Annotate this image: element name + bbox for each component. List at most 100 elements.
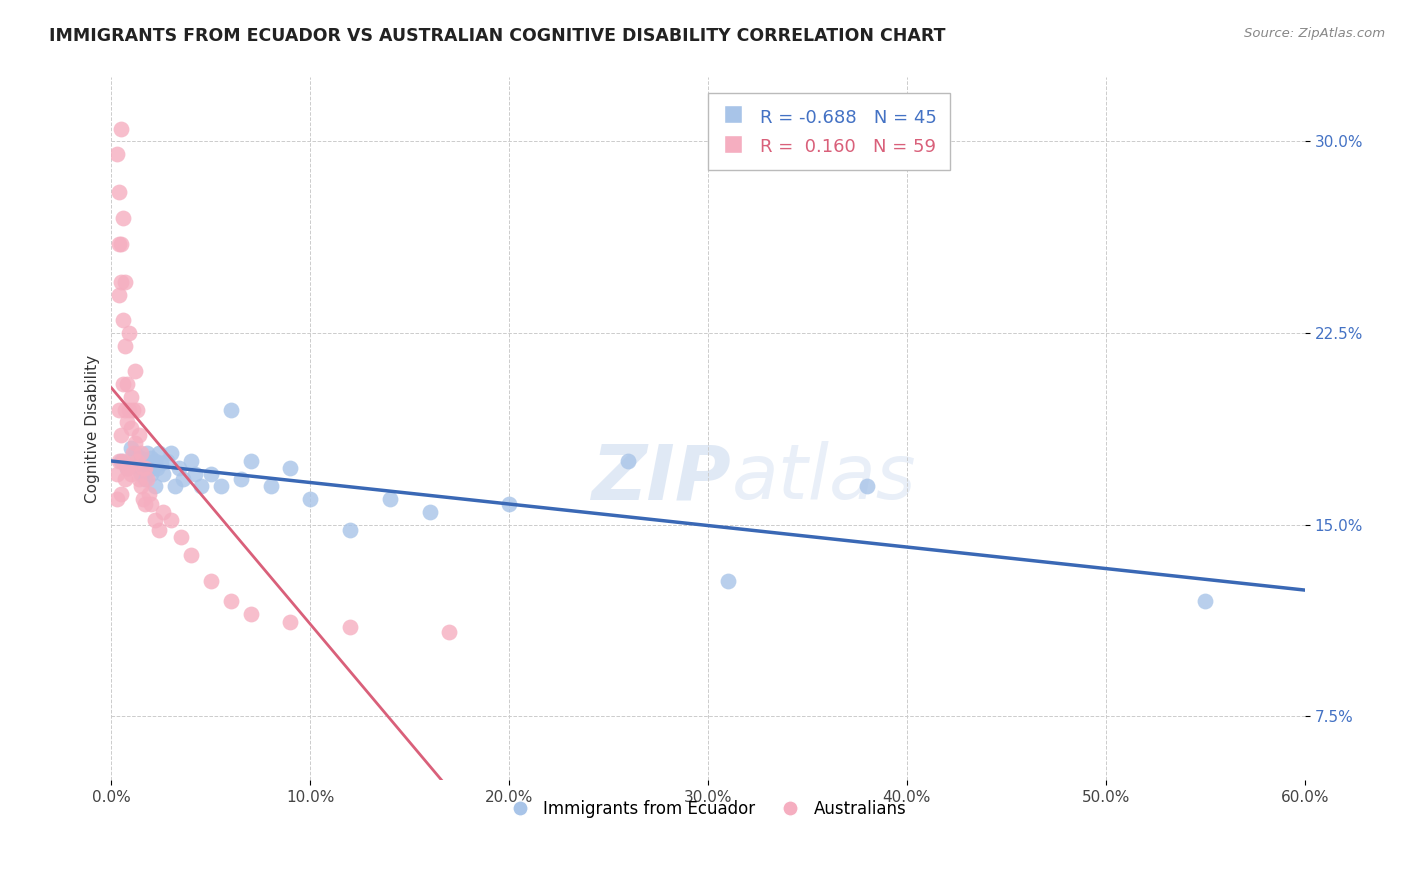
Point xyxy=(160,513,183,527)
Point xyxy=(136,461,159,475)
Point xyxy=(439,625,461,640)
Point xyxy=(143,479,166,493)
Legend: Immigrants from Ecuador, Australians: Immigrants from Ecuador, Australians xyxy=(503,793,912,825)
Point xyxy=(190,479,212,493)
Text: ZIP: ZIP xyxy=(592,441,733,515)
Point xyxy=(134,472,156,486)
Point xyxy=(114,472,136,486)
Point xyxy=(110,454,132,468)
Point xyxy=(229,472,252,486)
Point xyxy=(118,326,141,340)
Point xyxy=(219,594,242,608)
Point xyxy=(117,377,139,392)
Point xyxy=(112,211,135,225)
Point xyxy=(129,479,152,493)
Point xyxy=(117,461,139,475)
Point xyxy=(141,467,163,481)
Point xyxy=(143,454,166,468)
Point xyxy=(112,377,135,392)
Point xyxy=(117,416,139,430)
Point xyxy=(120,467,142,481)
Point xyxy=(132,492,155,507)
Point xyxy=(184,467,207,481)
Point xyxy=(339,620,361,634)
Point xyxy=(167,461,190,475)
Point xyxy=(378,492,401,507)
Point xyxy=(150,456,173,470)
Point xyxy=(239,454,262,468)
Point xyxy=(127,458,149,473)
Point xyxy=(617,454,640,468)
Point xyxy=(160,446,183,460)
Point xyxy=(143,513,166,527)
Point xyxy=(419,505,441,519)
Point xyxy=(141,497,163,511)
Point xyxy=(124,364,146,378)
Point xyxy=(120,390,142,404)
Point xyxy=(136,446,159,460)
Point xyxy=(148,446,170,460)
Point xyxy=(132,454,155,468)
Point xyxy=(146,461,169,475)
Point xyxy=(132,461,155,475)
Point xyxy=(180,549,202,563)
Point xyxy=(170,531,193,545)
Point xyxy=(118,402,141,417)
Point xyxy=(110,121,132,136)
Point xyxy=(134,497,156,511)
Point xyxy=(856,479,879,493)
Point xyxy=(200,574,222,588)
Point xyxy=(108,454,131,468)
Point xyxy=(339,523,361,537)
Point xyxy=(124,436,146,450)
Point xyxy=(114,275,136,289)
Point xyxy=(200,467,222,481)
Point xyxy=(172,472,194,486)
Point xyxy=(156,454,179,468)
Text: atlas: atlas xyxy=(733,441,917,515)
Point xyxy=(219,402,242,417)
Point xyxy=(118,461,141,475)
Point xyxy=(128,428,150,442)
Point xyxy=(280,615,302,629)
Point xyxy=(105,467,128,481)
Point xyxy=(129,451,152,466)
Point xyxy=(209,479,232,493)
Point xyxy=(108,287,131,301)
Point xyxy=(110,236,132,251)
Point xyxy=(114,402,136,417)
Point xyxy=(152,505,174,519)
Point xyxy=(138,456,160,470)
Point xyxy=(165,479,187,493)
Point xyxy=(1194,594,1216,608)
Point xyxy=(127,454,149,468)
Point xyxy=(108,236,131,251)
Point xyxy=(110,275,132,289)
Point xyxy=(117,461,139,475)
Point xyxy=(138,487,160,501)
Point xyxy=(134,461,156,475)
Point xyxy=(114,339,136,353)
Point xyxy=(239,607,262,622)
Point xyxy=(112,313,135,327)
Point xyxy=(105,147,128,161)
Point xyxy=(142,461,165,475)
Point xyxy=(105,492,128,507)
Point xyxy=(112,454,135,468)
Point xyxy=(127,402,149,417)
Point xyxy=(110,487,132,501)
Point xyxy=(120,441,142,455)
Point xyxy=(141,451,163,466)
Point xyxy=(110,428,132,442)
Point xyxy=(152,467,174,481)
Point xyxy=(124,446,146,460)
Point xyxy=(122,402,145,417)
Point xyxy=(136,472,159,486)
Point xyxy=(180,454,202,468)
Point xyxy=(129,467,152,481)
Point xyxy=(122,446,145,460)
Point xyxy=(280,461,302,475)
Y-axis label: Cognitive Disability: Cognitive Disability xyxy=(86,355,100,503)
Point xyxy=(498,497,520,511)
Point xyxy=(259,479,281,493)
